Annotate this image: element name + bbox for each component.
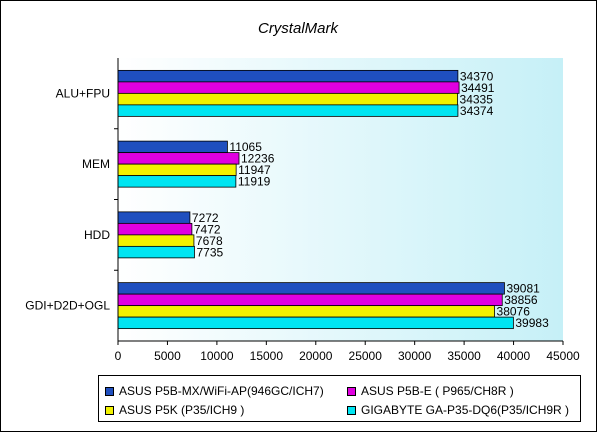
x-tick-label: 45000 xyxy=(546,349,580,363)
data-label: 11065 xyxy=(229,140,262,154)
data-label: 38076 xyxy=(497,305,531,319)
legend-entry-2: ASUS P5B-E ( P965/CH8R ) xyxy=(347,384,514,398)
bar xyxy=(117,81,460,94)
category-label: HDD xyxy=(84,228,110,242)
legend-label-2: ASUS P5B-E ( P965/CH8R ) xyxy=(361,384,514,398)
bar xyxy=(117,152,240,165)
legend-label-4: GIGABYTE GA-P35-DQ6(P35/ICH9R ) xyxy=(361,403,570,417)
x-tick-label: 5000 xyxy=(154,349,181,363)
legend-swatch-3 xyxy=(105,405,114,415)
x-tick-label: 20000 xyxy=(299,349,333,363)
data-label: 34370 xyxy=(460,69,494,83)
data-label: 38856 xyxy=(504,293,538,307)
category-label: ALU+FPU xyxy=(56,86,110,100)
legend: ASUS P5B-MX/WiFi-AP(946GC/ICH7) ASUS P5B… xyxy=(98,375,581,422)
data-label: 11919 xyxy=(238,175,271,189)
chart-title: CrystalMark xyxy=(258,20,340,37)
bar xyxy=(117,282,505,295)
data-label: 39983 xyxy=(515,316,549,330)
legend-label-1: ASUS P5B-MX/WiFi-AP(946GC/ICH7) xyxy=(119,384,324,398)
bar xyxy=(117,175,237,188)
x-tick-label: 25000 xyxy=(349,349,383,363)
category-label: MEM xyxy=(82,157,110,171)
bar xyxy=(117,316,514,330)
bar xyxy=(117,305,495,318)
data-label: 34374 xyxy=(460,104,494,118)
legend-entry-3: ASUS P5K (P35/ICH9 ) xyxy=(105,403,244,417)
bar xyxy=(117,92,458,106)
bar xyxy=(117,163,237,177)
x-tick-label: 10000 xyxy=(200,349,234,363)
data-label: 11947 xyxy=(238,163,271,177)
bar xyxy=(117,293,503,307)
x-tick-label: 15000 xyxy=(250,349,284,363)
legend-swatch-1 xyxy=(105,386,114,396)
bar xyxy=(117,234,195,247)
data-label: 7272 xyxy=(192,211,219,225)
bar xyxy=(117,69,459,83)
legend-entry-1: ASUS P5B-MX/WiFi-AP(946GC/ICH7) xyxy=(105,384,324,398)
bar xyxy=(117,104,459,117)
x-tick-label: 30000 xyxy=(398,349,432,363)
data-label: 39081 xyxy=(506,282,540,296)
data-label: 34335 xyxy=(460,92,494,106)
x-tick-label: 40000 xyxy=(497,349,531,363)
legend-swatch-2 xyxy=(347,386,356,396)
data-label: 12236 xyxy=(241,152,275,166)
data-label: 34491 xyxy=(461,81,495,95)
legend-entry-4: GIGABYTE GA-P35-DQ6(P35/ICH9R ) xyxy=(347,403,569,417)
bar xyxy=(117,211,191,224)
data-label: 7678 xyxy=(196,234,223,248)
bar xyxy=(117,222,193,236)
category-label: GDI+D2D+OGL xyxy=(25,299,110,313)
bar xyxy=(117,140,228,154)
legend-swatch-4 xyxy=(347,405,356,415)
x-tick-label: 0 xyxy=(115,349,122,363)
legend-label-3: ASUS P5K (P35/ICH9 ) xyxy=(119,403,245,417)
x-tick-label: 35000 xyxy=(447,349,481,363)
data-label: 7735 xyxy=(196,245,223,259)
data-label: 7472 xyxy=(194,222,221,236)
bar xyxy=(117,245,195,259)
